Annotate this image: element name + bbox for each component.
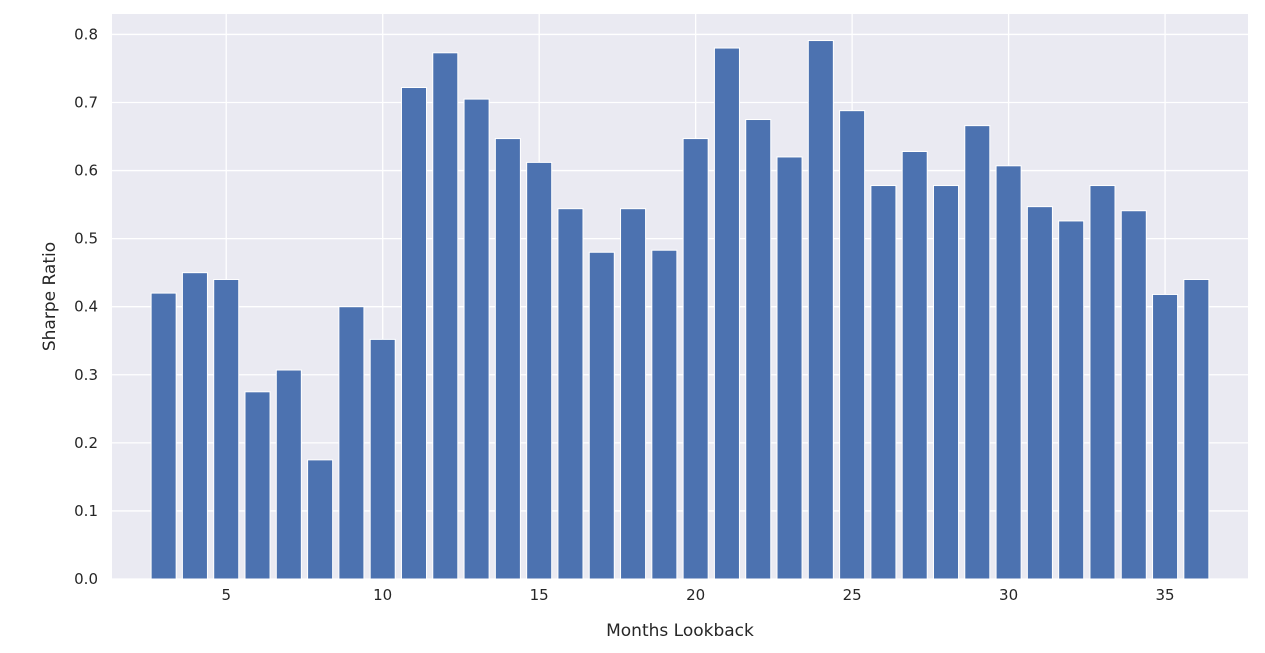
bar-18 — [620, 208, 647, 580]
bar-17 — [588, 251, 615, 580]
x-tick-label: 20 — [686, 586, 705, 604]
y-tick-label: 0.4 — [74, 298, 98, 316]
y-tick-label: 0.6 — [74, 162, 98, 180]
bar-14 — [494, 138, 521, 580]
bar-35 — [1152, 293, 1179, 580]
bar-24 — [807, 40, 834, 580]
bar-19 — [651, 249, 678, 580]
x-axis-ticks: 5 10 15 20 25 30 35 — [221, 586, 1174, 604]
bars — [150, 40, 1210, 580]
bar-7 — [275, 369, 302, 580]
bar-22 — [745, 119, 772, 580]
bar-13 — [463, 98, 490, 580]
x-tick-label: 35 — [1156, 586, 1175, 604]
bar-33 — [1089, 185, 1116, 580]
bar-8 — [307, 459, 334, 580]
bar-3 — [150, 292, 177, 580]
x-tick-label: 10 — [373, 586, 392, 604]
y-tick-label: 0.3 — [74, 366, 98, 384]
bar-25 — [839, 110, 866, 580]
x-tick-label: 30 — [999, 586, 1018, 604]
bar-26 — [870, 185, 897, 580]
y-tick-label: 0.7 — [74, 93, 98, 111]
x-tick-label: 25 — [843, 586, 862, 604]
x-axis-label: Months Lookback — [606, 621, 754, 641]
bar-6 — [244, 391, 271, 580]
bar-10 — [369, 338, 396, 580]
bar-32 — [1058, 220, 1085, 580]
bar-34 — [1120, 210, 1147, 580]
y-tick-label: 0.1 — [74, 502, 98, 520]
x-tick-label: 15 — [530, 586, 549, 604]
y-tick-label: 0.0 — [74, 570, 98, 588]
bar-16 — [557, 208, 584, 580]
y-tick-label: 0.8 — [74, 25, 98, 43]
bar-11 — [400, 87, 428, 580]
bar-15 — [526, 161, 553, 580]
x-tick-label: 5 — [221, 586, 231, 604]
y-axis-label: Sharpe Ratio — [40, 242, 60, 351]
bar-5 — [213, 278, 240, 580]
bar-27 — [901, 151, 928, 580]
bar-21 — [713, 47, 740, 580]
bar-12 — [432, 52, 459, 580]
bar-36 — [1183, 278, 1210, 580]
bar-4 — [181, 272, 208, 580]
bar-30 — [995, 165, 1022, 580]
bar-20 — [682, 138, 709, 580]
bar-29 — [964, 125, 991, 580]
bar-28 — [932, 185, 960, 580]
bar-31 — [1026, 206, 1053, 580]
y-tick-label: 0.2 — [74, 434, 98, 452]
y-tick-label: 0.5 — [74, 230, 98, 248]
y-axis-ticks: 0.0 0.1 0.2 0.3 0.4 0.5 0.6 0.7 0.8 — [74, 25, 98, 588]
bar-23 — [776, 156, 803, 580]
bar-9 — [338, 306, 365, 580]
